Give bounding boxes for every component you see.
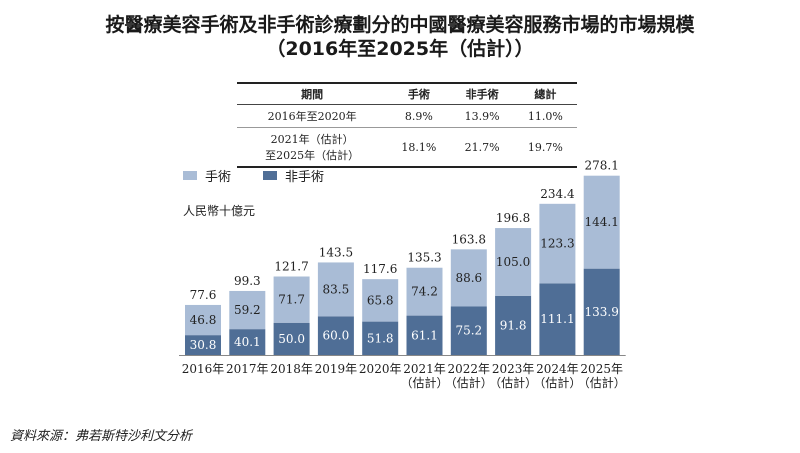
data-label-non-surgical: 40.1 xyxy=(234,335,261,349)
data-label-total: 77.6 xyxy=(190,288,217,302)
x-tick-label: 2024年 xyxy=(536,362,579,376)
data-label-total: 121.7 xyxy=(274,260,308,274)
bar-surgical xyxy=(229,290,266,330)
data-label-non-surgical: 111.1 xyxy=(540,312,574,326)
bar-non-surgical xyxy=(229,329,266,355)
cagr-surgical: 18.1% xyxy=(387,127,451,168)
cagr-non-surgical: 13.9% xyxy=(450,104,514,128)
cagr-total: 19.7% xyxy=(513,127,577,168)
bar-non-surgical xyxy=(583,268,620,355)
data-label-non-surgical: 61.1 xyxy=(411,328,438,342)
bar-non-surgical xyxy=(450,306,487,355)
x-tick-label: （估計） xyxy=(445,375,493,390)
bar-surgical xyxy=(273,276,310,323)
legend-label-non-surgical: 非手術 xyxy=(285,170,325,185)
data-label-non-surgical: 75.2 xyxy=(455,324,482,338)
data-label-surgical: 123.3 xyxy=(540,237,574,251)
legend-swatch-surgical xyxy=(183,171,197,180)
bar-non-surgical xyxy=(317,316,354,355)
cagr-period: 2021年（估計） 至2025年（估計） xyxy=(237,127,388,168)
bar-surgical xyxy=(406,267,443,316)
x-tick-label: （估計） xyxy=(578,375,626,390)
bar-surgical xyxy=(495,228,532,296)
data-label-non-surgical: 50.0 xyxy=(278,332,305,346)
cagr-header-period: 期間 xyxy=(237,82,388,105)
bar-surgical xyxy=(362,279,399,322)
cagr-header-surgical: 手術 xyxy=(387,82,451,105)
bar-non-surgical xyxy=(406,315,443,355)
cagr-header-total: 總計 xyxy=(513,82,577,105)
data-label-surgical: 144.1 xyxy=(585,215,619,229)
data-label-non-surgical: 51.8 xyxy=(367,331,394,345)
cagr-table: 期間 手術 非手術 總計 2016年至2020年 8.9% 13.9% 11.0… xyxy=(237,82,577,168)
legend-item-non-surgical: 非手術 xyxy=(263,166,324,185)
legend-item-surgical: 手術 xyxy=(183,166,231,185)
data-label-total: 163.8 xyxy=(452,232,486,246)
bar-surgical xyxy=(185,304,221,336)
cagr-period-line: 至2025年（估計） xyxy=(265,149,360,162)
cagr-period-line: 2021年（估計） xyxy=(270,133,354,146)
x-tick-label: （估計） xyxy=(400,375,448,390)
data-label-non-surgical: 133.9 xyxy=(585,305,619,319)
x-tick-label: 2018年 xyxy=(270,362,313,376)
bar-surgical xyxy=(450,249,487,307)
data-label-total: 117.6 xyxy=(363,262,397,276)
x-tick-label: 2023年 xyxy=(492,362,535,376)
data-label-surgical: 46.8 xyxy=(190,313,217,327)
bar-non-surgical xyxy=(362,321,399,355)
cagr-header-non-surgical: 非手術 xyxy=(450,82,514,105)
data-label-total: 135.3 xyxy=(407,251,441,265)
x-tick-label: 2022年 xyxy=(448,362,491,376)
cagr-row: 2021年（估計） 至2025年（估計） 18.1% 21.7% 19.7% xyxy=(237,127,577,168)
cagr-non-surgical: 21.7% xyxy=(450,127,514,168)
data-label-surgical: 65.8 xyxy=(367,293,394,307)
data-label-total: 234.4 xyxy=(540,187,575,201)
unit-label: 人民幣十億元 xyxy=(183,204,256,218)
chart-title: 按醫療美容手術及非手術診療劃分的中國醫療美容服務市場的市場規模 xyxy=(105,14,695,36)
bar-surgical xyxy=(539,203,576,284)
x-tick-label: （估計） xyxy=(489,375,537,390)
x-tick-label: 2017年 xyxy=(226,362,269,376)
data-label-surgical: 105.0 xyxy=(496,255,530,269)
data-label-non-surgical: 30.8 xyxy=(190,338,217,352)
data-label-surgical: 71.7 xyxy=(278,293,305,307)
data-label-surgical: 59.2 xyxy=(234,303,261,317)
x-tick-label: 2016年 xyxy=(182,362,225,376)
data-label-total: 278.1 xyxy=(585,159,619,173)
chart-subtitle: （2016年至2025年（估計）） xyxy=(266,38,534,60)
data-label-surgical: 83.5 xyxy=(323,282,350,296)
x-tick-label: 2021年 xyxy=(403,362,446,376)
bar-surgical xyxy=(317,262,354,317)
data-label-total: 196.8 xyxy=(496,211,530,225)
x-tick-label: 2020年 xyxy=(359,362,402,376)
data-label-non-surgical: 91.8 xyxy=(500,318,527,332)
source-note: 資料來源：弗若斯特沙利文分析 xyxy=(10,429,193,444)
cagr-row: 2016年至2020年 8.9% 13.9% 11.0% xyxy=(237,104,577,128)
cagr-total: 11.0% xyxy=(513,104,577,128)
bar-surgical xyxy=(583,175,620,269)
bar-non-surgical xyxy=(539,283,576,355)
legend-swatch-non-surgical xyxy=(263,171,277,180)
data-label-surgical: 88.6 xyxy=(455,271,482,285)
cagr-surgical: 8.9% xyxy=(387,104,451,128)
cagr-period: 2016年至2020年 xyxy=(237,104,388,128)
cagr-header-row: 期間 手術 非手術 總計 xyxy=(237,82,577,105)
data-label-total: 143.5 xyxy=(319,245,353,259)
data-label-non-surgical: 60.0 xyxy=(323,329,350,343)
x-tick-label: 2025年 xyxy=(580,362,623,376)
x-tick-label: 2019年 xyxy=(315,362,358,376)
x-tick-label: （估計） xyxy=(533,375,581,390)
legend-label-surgical: 手術 xyxy=(205,170,232,185)
bar-non-surgical xyxy=(495,295,532,355)
data-label-total: 99.3 xyxy=(234,274,261,288)
bar-non-surgical xyxy=(273,322,310,355)
bar-non-surgical xyxy=(185,335,221,355)
data-label-surgical: 74.2 xyxy=(411,285,438,299)
